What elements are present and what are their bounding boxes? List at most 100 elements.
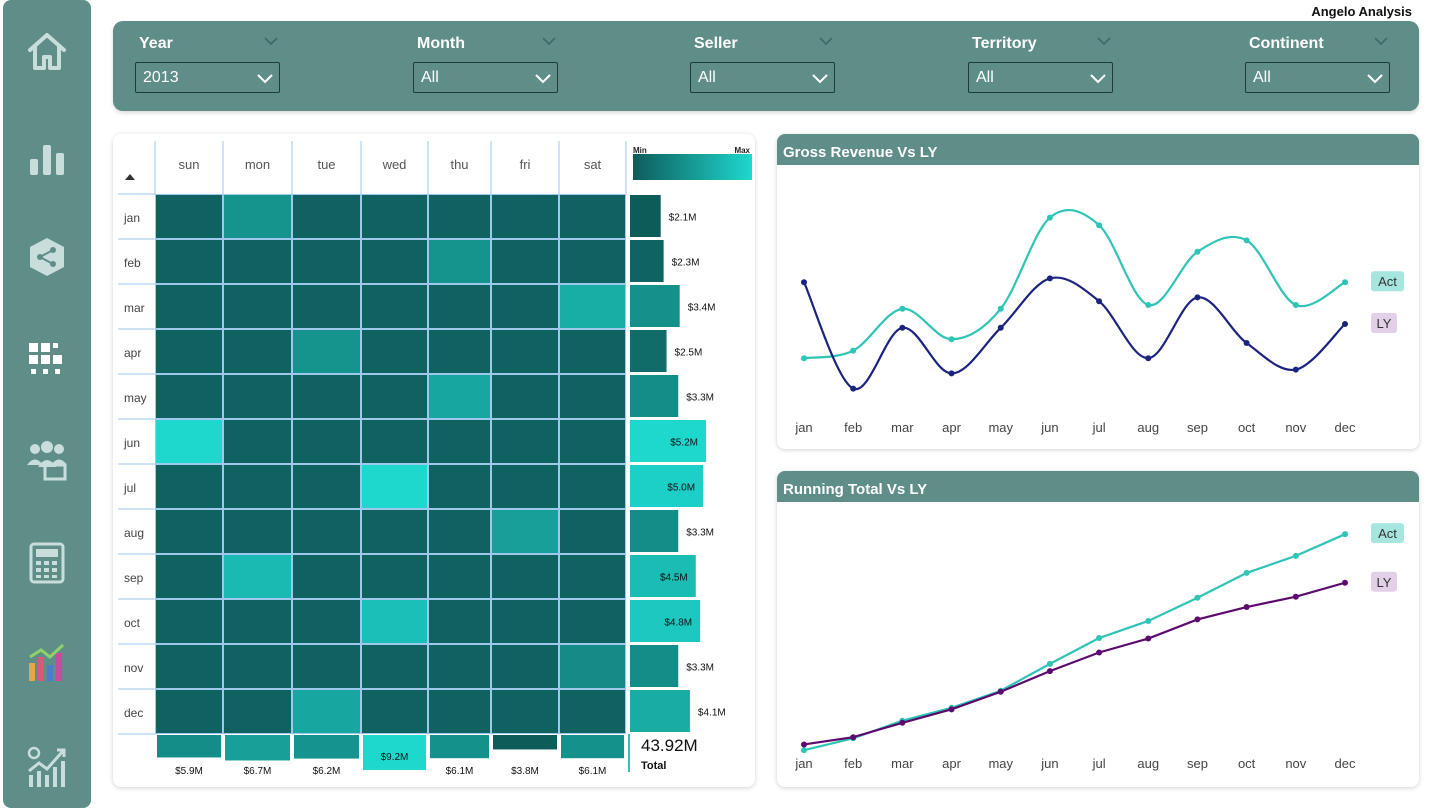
heatmap-cell[interactable]	[156, 420, 222, 463]
heatmap-cell[interactable]	[293, 420, 360, 463]
row-total-bar[interactable]	[630, 555, 696, 597]
heatmap-cell[interactable]	[492, 600, 558, 643]
heatmap-cell[interactable]	[560, 510, 625, 553]
data-point-act[interactable]	[1194, 248, 1201, 255]
data-point-ly[interactable]	[1292, 366, 1299, 373]
row-total-bar[interactable]	[630, 465, 704, 507]
year-select[interactable]: 2013	[135, 62, 280, 93]
row-total-bar[interactable]	[630, 240, 664, 282]
heatmap-cell[interactable]	[293, 690, 360, 733]
row-total-bar[interactable]	[630, 420, 706, 462]
col-total-bar[interactable]	[430, 735, 489, 759]
data-point-ly[interactable]	[1342, 321, 1348, 327]
col-total-bar[interactable]	[363, 735, 426, 770]
data-point-ly[interactable]	[801, 279, 807, 286]
data-point-ly[interactable]	[1046, 275, 1053, 282]
row-total-bar[interactable]	[630, 195, 661, 237]
data-point-act[interactable]	[1292, 552, 1299, 559]
data-point-act[interactable]	[997, 305, 1004, 312]
bar-chart-icon[interactable]	[24, 136, 70, 182]
heatmap-cell[interactable]	[362, 690, 427, 733]
chevron-down-icon[interactable]	[541, 33, 557, 49]
heatmap-cell[interactable]	[560, 285, 625, 328]
heatmap-cell[interactable]	[293, 555, 360, 598]
heatmap-cell[interactable]	[224, 285, 291, 328]
heatmap-cell[interactable]	[156, 240, 222, 283]
continent-select[interactable]: All	[1245, 62, 1390, 93]
heatmap-cell[interactable]	[224, 465, 291, 508]
heatmap-cell[interactable]	[362, 195, 427, 238]
data-point-ly[interactable]	[1046, 668, 1053, 675]
heatmap-cell[interactable]	[560, 465, 625, 508]
chevron-down-icon[interactable]	[1096, 33, 1112, 49]
chevron-down-icon[interactable]	[263, 33, 279, 49]
heatmap-cell[interactable]	[429, 285, 490, 328]
row-total-bar[interactable]	[630, 510, 679, 552]
sort-ascending-icon[interactable]	[125, 174, 135, 180]
heatmap-cell[interactable]	[492, 690, 558, 733]
data-point-ly[interactable]	[948, 706, 955, 713]
heatmap-cell[interactable]	[224, 375, 291, 418]
heatmap-cell[interactable]	[492, 645, 558, 688]
row-total-bar[interactable]	[630, 690, 690, 732]
team-icon[interactable]	[24, 436, 70, 482]
heatmap-cell[interactable]	[156, 375, 222, 418]
data-point-ly[interactable]	[1342, 579, 1348, 586]
heatmap-cell[interactable]	[429, 690, 490, 733]
heatmap-cell[interactable]	[492, 420, 558, 463]
row-total-bar[interactable]	[630, 330, 667, 372]
data-point-ly[interactable]	[1096, 298, 1103, 305]
data-point-act[interactable]	[1145, 302, 1152, 308]
heatmap-cell[interactable]	[560, 645, 625, 688]
heatmap-cell[interactable]	[492, 195, 558, 238]
heatmap-cell[interactable]	[560, 555, 625, 598]
heatmap-cell[interactable]	[492, 555, 558, 598]
data-point-act[interactable]	[1243, 569, 1250, 576]
heatmap-cell[interactable]	[156, 285, 222, 328]
grid-icon[interactable]	[24, 338, 70, 384]
heatmap-cell[interactable]	[224, 510, 291, 553]
data-point-act[interactable]	[899, 305, 906, 312]
data-point-ly[interactable]	[801, 741, 807, 748]
data-point-act[interactable]	[801, 747, 807, 754]
heatmap-cell[interactable]	[224, 420, 291, 463]
heatmap-cell[interactable]	[362, 420, 427, 463]
col-total-bar[interactable]	[561, 735, 624, 759]
chevron-down-icon[interactable]	[818, 33, 834, 49]
territory-select[interactable]: All	[968, 62, 1113, 93]
heatmap-cell[interactable]	[429, 195, 490, 238]
heatmap-cell[interactable]	[492, 510, 558, 553]
data-point-ly[interactable]	[1194, 294, 1201, 301]
data-point-ly[interactable]	[850, 385, 857, 392]
data-point-act[interactable]	[1046, 214, 1053, 221]
heatmap-cell[interactable]	[224, 600, 291, 643]
heatmap-cell[interactable]	[293, 195, 360, 238]
data-point-act[interactable]	[1145, 617, 1152, 624]
heatmap-cell[interactable]	[362, 240, 427, 283]
heatmap-cell[interactable]	[492, 375, 558, 418]
heatmap-cell[interactable]	[429, 555, 490, 598]
data-point-ly[interactable]	[997, 688, 1004, 695]
heatmap-cell[interactable]	[156, 465, 222, 508]
data-point-act[interactable]	[1046, 660, 1053, 667]
heatmap-cell[interactable]	[429, 645, 490, 688]
data-point-act[interactable]	[1096, 222, 1103, 229]
heatmap-cell[interactable]	[429, 510, 490, 553]
heatmap-cell[interactable]	[429, 330, 490, 373]
data-point-ly[interactable]	[1243, 340, 1250, 346]
series-line-act[interactable]	[803, 533, 1346, 752]
data-point-ly[interactable]	[1145, 635, 1152, 642]
heatmap-cell[interactable]	[362, 465, 427, 508]
heatmap-cell[interactable]	[429, 240, 490, 283]
column-chart-icon[interactable]	[24, 640, 70, 686]
heatmap-cell[interactable]	[293, 600, 360, 643]
heatmap-cell[interactable]	[156, 510, 222, 553]
heatmap-cell[interactable]	[156, 645, 222, 688]
calculator-icon[interactable]	[24, 540, 70, 586]
data-point-ly[interactable]	[997, 324, 1004, 331]
heatmap-cell[interactable]	[293, 510, 360, 553]
data-point-act[interactable]	[850, 347, 857, 354]
data-point-act[interactable]	[1342, 531, 1348, 538]
month-select[interactable]: All	[413, 62, 558, 93]
heatmap-cell[interactable]	[362, 510, 427, 553]
